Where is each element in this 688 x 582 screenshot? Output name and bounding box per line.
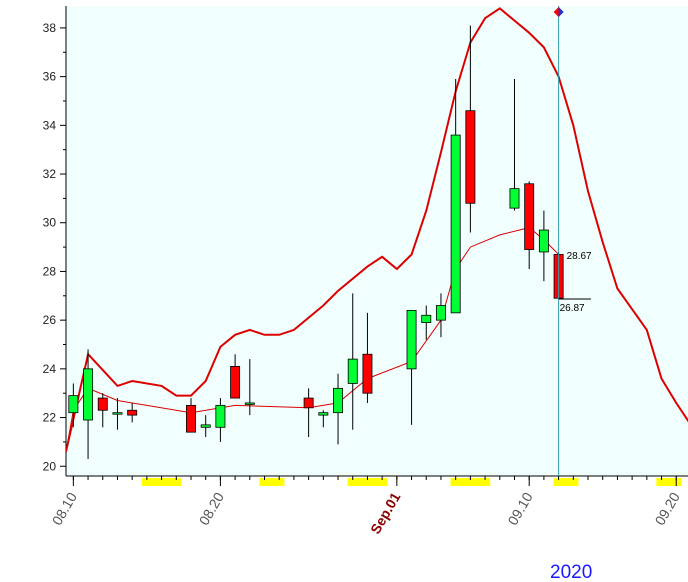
candle (538, 210, 549, 282)
candle-body-down (230, 366, 241, 399)
candle-body-down (127, 409, 138, 416)
candle (406, 310, 417, 425)
candle-body-down (362, 353, 373, 394)
candle-body-up (112, 412, 123, 415)
highlight-bar (259, 478, 285, 486)
candle-body-down (465, 110, 476, 204)
candle (333, 373, 343, 445)
candle-body-up (318, 412, 329, 416)
upper-band-line (66, 7, 688, 452)
candle (230, 354, 241, 399)
candle-body-up (450, 134, 461, 314)
candle (97, 393, 108, 428)
candle-body-down (97, 397, 108, 411)
candle (83, 349, 94, 459)
candle (362, 312, 373, 403)
candle-body-up (68, 395, 79, 414)
plot-background (66, 6, 688, 476)
year-label: 2020 (550, 562, 592, 582)
last-high-label: 28.67 (567, 251, 592, 262)
y-tick-label: 20 (43, 459, 57, 473)
x-tick-label: 09.10 (504, 489, 535, 528)
candle (200, 415, 211, 438)
highlight-bars (141, 478, 682, 486)
candle (127, 402, 138, 423)
candle-body-up (436, 305, 446, 321)
last-low-label: 26.87 (560, 303, 585, 314)
y-tick-label: 30 (43, 216, 57, 230)
highlight-bar (450, 478, 491, 486)
candle-body-up (347, 358, 358, 384)
y-tick-label: 36 (43, 70, 57, 84)
candle-body-up (509, 188, 520, 209)
candle (421, 305, 432, 340)
candle-body-down (524, 183, 535, 250)
highlight-bar (656, 478, 682, 486)
y-tick-label: 34 (43, 118, 57, 132)
candle-body-up (406, 310, 417, 370)
candle-body-up (200, 424, 211, 428)
plot-area (66, 7, 688, 459)
x-tick-label: 08.20 (196, 489, 227, 528)
candle (465, 25, 476, 233)
candle (436, 293, 446, 338)
x-tick-label: Sep.01 (367, 489, 404, 536)
candle-body-up (83, 368, 94, 421)
candle (303, 388, 314, 438)
y-tick-label: 26 (43, 313, 57, 327)
candle (450, 79, 461, 314)
y-tick-label: 32 (43, 167, 57, 181)
candle (186, 398, 196, 433)
candle (68, 383, 79, 428)
x-tick-label: 09.20 (651, 489, 682, 528)
candle (244, 359, 255, 416)
candle (347, 293, 358, 430)
candle-body-down (186, 404, 196, 433)
candle-body-down (303, 397, 314, 409)
candle (112, 398, 123, 430)
candle (215, 398, 226, 442)
candle-body-up (538, 229, 549, 253)
candle (524, 181, 535, 270)
y-tick-label: 24 (43, 362, 57, 376)
y-tick-label: 38 (43, 21, 57, 35)
y-tick-label: 22 (43, 411, 57, 425)
candle-body-up (421, 314, 432, 323)
candle (318, 410, 329, 428)
highlight-bar (347, 478, 388, 486)
cursor-marker-right (558, 7, 564, 17)
y-tick-label: 28 (43, 264, 57, 278)
candle-body-up (244, 402, 255, 405)
candle-body-up (333, 387, 343, 414)
overlay: 28.67 26.87 (553, 6, 592, 476)
highlight-bar (141, 478, 182, 486)
highlight-bar (553, 478, 579, 486)
candle (509, 79, 520, 211)
x-tick-label: 08.10 (49, 489, 80, 528)
candle-body-up (215, 404, 226, 428)
